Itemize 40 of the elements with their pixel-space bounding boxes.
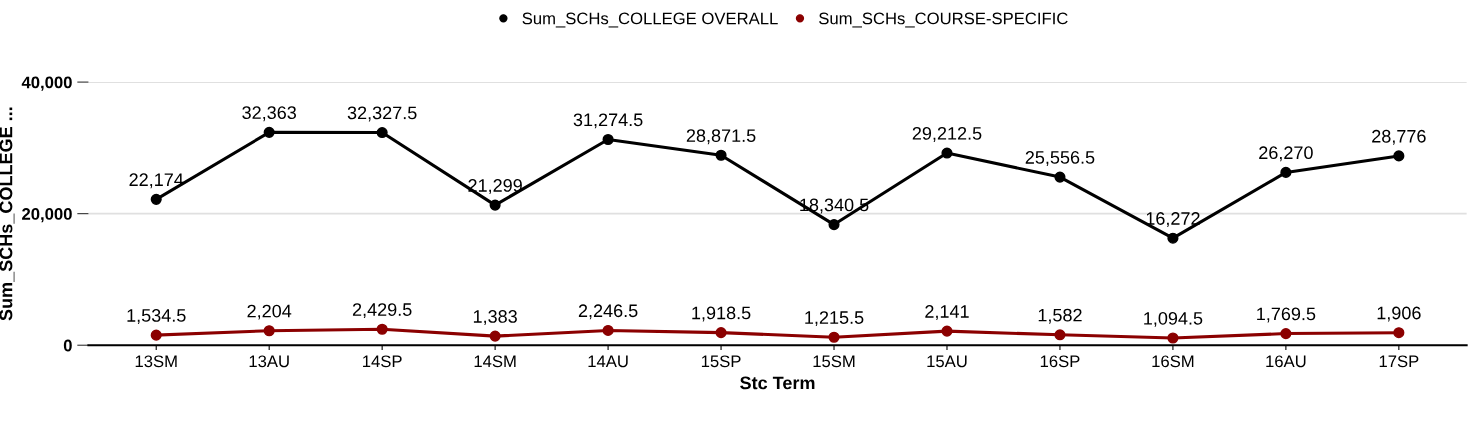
data-label: 2,141 <box>925 305 969 320</box>
y-tick-label: 0 <box>63 339 72 352</box>
data-label: 2,246.5 <box>578 304 638 320</box>
x-tick-label: 16AU <box>1266 355 1306 368</box>
y-tick-label: 20,000 <box>22 208 72 223</box>
x-tick-label: 15AU <box>927 355 967 368</box>
data-label: 32,363 <box>242 106 297 122</box>
x-tick-label: 16SM <box>1152 355 1194 368</box>
x-tick-label: 15SP <box>701 355 741 368</box>
y-axis-title: Sum_SCHs_COLLEGE ... <box>0 107 15 321</box>
data-label: 1,534.5 <box>127 309 186 324</box>
x-tick-label: 16SP <box>1040 355 1080 368</box>
data-label: 25,556.5 <box>1025 151 1095 166</box>
x-tick-label: 14AU <box>588 355 628 368</box>
data-label: 26,270 <box>1259 146 1313 162</box>
legend-label: Sum_SCHs_COLLEGE OVERALL <box>522 12 778 28</box>
x-axis-title: Stc Term <box>740 376 815 390</box>
x-tick-label: 13AU <box>249 355 289 368</box>
data-label: 22,174 <box>129 173 184 189</box>
x-tick-label: 14SM <box>474 355 516 368</box>
data-label: 28,776 <box>1372 129 1426 145</box>
data-label: 1,769.5 <box>1257 307 1316 323</box>
x-tick-label: 15SM <box>813 355 855 368</box>
data-label: 1,215.5 <box>805 311 864 327</box>
data-label: 1,918.5 <box>692 306 751 322</box>
data-label: 1,582 <box>1038 308 1082 324</box>
x-tick-label: 13SM <box>135 355 177 368</box>
data-label: 29,212.5 <box>912 126 982 142</box>
data-label: 1,094.5 <box>1144 311 1203 327</box>
data-label: 2,204 <box>247 304 292 320</box>
y-tick-label: 40,000 <box>21 76 72 91</box>
data-label: 32,327.5 <box>347 106 417 122</box>
legend-label: Sum_SCHs_COURSE-SPECIFIC <box>819 12 1068 28</box>
data-label: 31,274.5 <box>573 113 643 129</box>
data-label: 1,906 <box>1377 306 1421 322</box>
data-label: 1,383 <box>473 310 517 325</box>
data-label: 2,429.5 <box>352 303 412 319</box>
x-tick-label: 14SP <box>363 355 402 368</box>
data-label: 28,871.5 <box>686 129 756 145</box>
x-tick-label: 17SP <box>1379 355 1419 368</box>
